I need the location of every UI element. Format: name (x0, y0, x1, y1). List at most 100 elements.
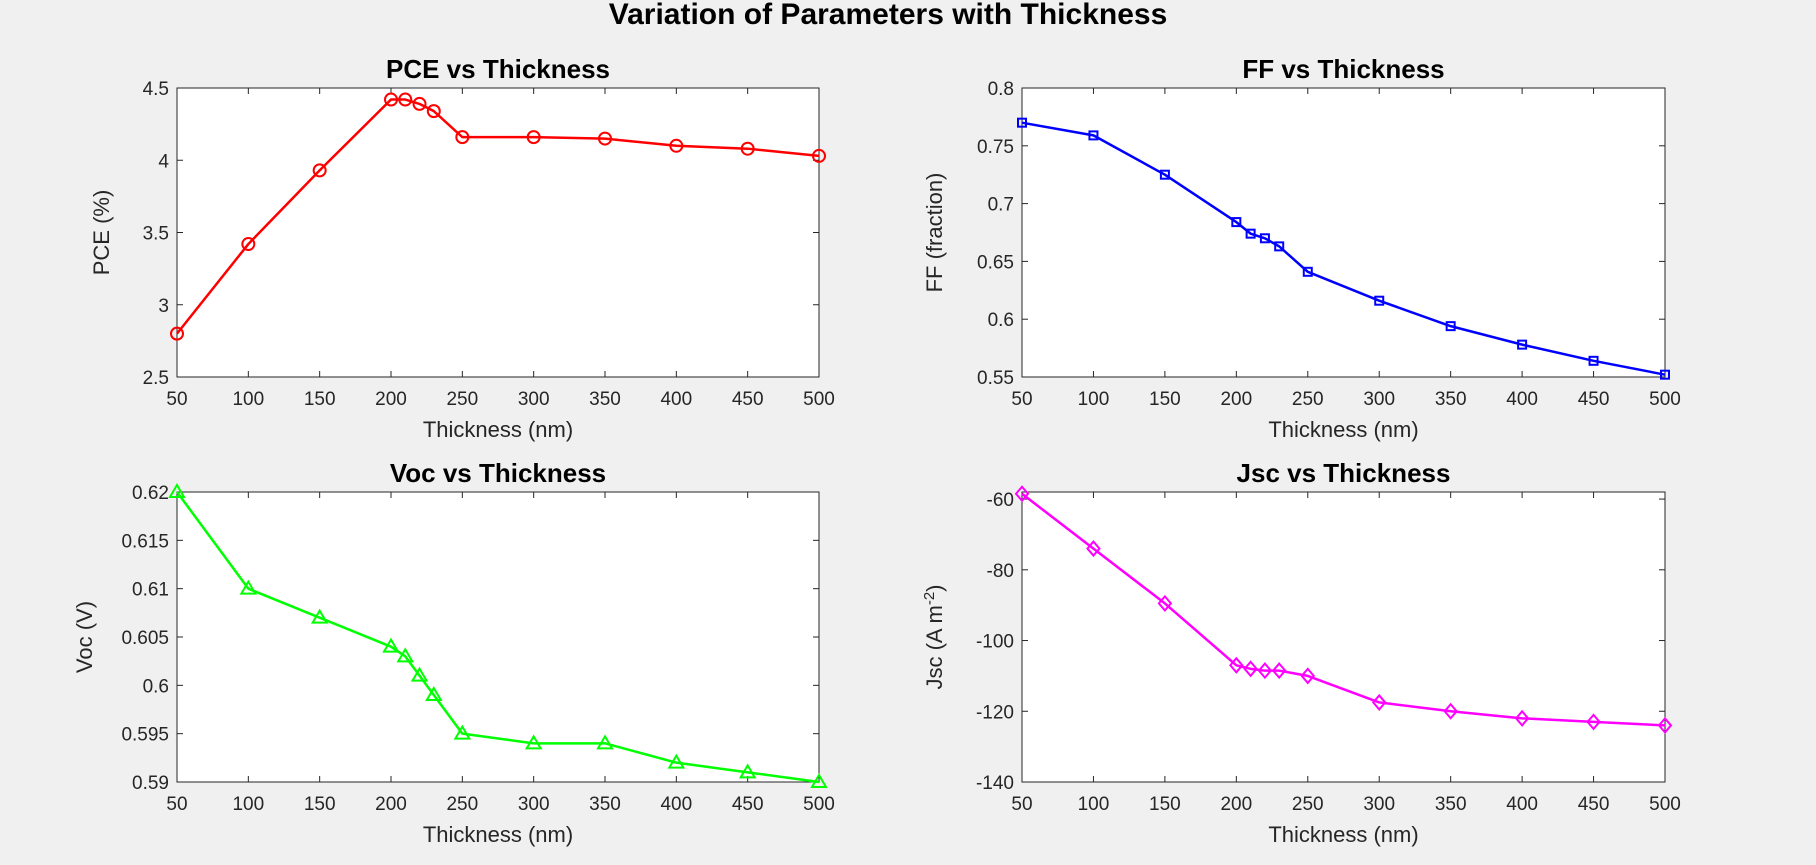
data-point-marker (1229, 656, 1244, 674)
x-tick-label: 300 (1363, 794, 1395, 815)
data-point-marker (524, 734, 543, 750)
data-point-marker (1259, 233, 1270, 244)
data-point-marker (453, 724, 472, 740)
data-point-marker (669, 138, 684, 153)
data-point-marker (1274, 241, 1285, 252)
data-point-marker (1588, 355, 1599, 366)
x-tick-label: 200 (1220, 389, 1252, 410)
data-point-marker (1257, 662, 1273, 680)
x-tick-label: 200 (375, 794, 407, 815)
y-tick-label: -140 (976, 773, 1014, 794)
x-tick-label: 50 (1011, 794, 1032, 815)
x-tick-label: 100 (232, 389, 264, 410)
y-tick-label: -80 (987, 561, 1014, 582)
data-point-marker (382, 637, 400, 653)
data-point-marker (1157, 594, 1173, 612)
axes-jsc: 50 100 150 200 250 300 350 400 450 500 -140 -120 -10… (921, 458, 1681, 847)
data-point-marker (410, 666, 429, 682)
x-tick-label: 450 (1578, 794, 1610, 815)
x-tick-label: 500 (1649, 389, 1681, 410)
y-tick-label: 0.615 (121, 531, 169, 552)
data-point-marker (455, 130, 470, 145)
x-tick-label: 250 (446, 794, 478, 815)
x-tick-label: 300 (518, 389, 550, 410)
data-point-marker (1017, 117, 1027, 128)
data-point-marker (1657, 716, 1673, 734)
axes-ff: 50 100 150 200 250 300 350 400 450 500 0.55 0.6 0.65… (922, 54, 1681, 442)
series-line (176, 98, 820, 335)
data-point-marker (425, 686, 443, 701)
y-tick-label: 0.59 (132, 773, 169, 794)
data-point-marker (1445, 321, 1456, 332)
data-point-marker (1231, 217, 1242, 228)
x-tick-label: 150 (304, 389, 336, 410)
data-point-marker (412, 96, 427, 111)
x-tick-label: 150 (1149, 389, 1181, 410)
data-point-marker (740, 141, 755, 156)
y-axis-label: FF (fraction) (922, 173, 947, 293)
x-tick-label: 450 (1578, 389, 1610, 410)
data-point-marker (426, 104, 441, 119)
y-tick-label: 4 (158, 151, 169, 172)
data-point-marker (1086, 540, 1101, 558)
data-point-marker (170, 326, 184, 341)
axes-frame (176, 87, 820, 378)
data-point-marker (239, 579, 258, 595)
y-axis-label: Voc (V) (72, 601, 97, 673)
y-axis-label-superscript: -2 (921, 592, 938, 605)
data-point-marker (396, 647, 415, 663)
y-tick-label: 0.8 (988, 79, 1014, 100)
x-tick-label: 400 (1506, 389, 1538, 410)
x-axis-label: Thickness (nm) (423, 822, 573, 847)
figure-title: Variation of Parameters with Thickness (609, 0, 1168, 31)
x-tick-label: 250 (1292, 794, 1324, 815)
y-tick-label: 0.62 (132, 483, 169, 504)
x-tick-label: 450 (732, 389, 764, 410)
y-tick-label: 0.75 (977, 137, 1014, 158)
data-point-marker (598, 131, 612, 146)
x-tick-label: 400 (1506, 794, 1538, 815)
x-tick-label: 450 (732, 794, 764, 815)
data-point-marker (1374, 295, 1385, 306)
x-tick-label: 350 (589, 794, 621, 815)
x-tick-label: 300 (518, 794, 550, 815)
data-point-marker (810, 773, 828, 788)
axes-title: PCE vs Thickness (386, 54, 610, 84)
x-axis-label: Thickness (nm) (1268, 417, 1418, 442)
data-point-marker (738, 763, 757, 779)
x-axis-label: Thickness (nm) (1268, 822, 1418, 847)
axes-frame (1021, 87, 1666, 378)
data-point-marker (1243, 660, 1258, 678)
data-point-marker (398, 92, 413, 107)
data-point-marker (310, 608, 329, 624)
data-point-marker (1371, 693, 1387, 711)
data-point-marker (168, 483, 186, 498)
data-point-marker (1660, 369, 1670, 380)
x-tick-label: 350 (589, 389, 621, 410)
y-tick-label: -100 (976, 632, 1014, 653)
y-tick-label: 0.595 (121, 725, 169, 746)
x-tick-label: 350 (1435, 794, 1467, 815)
x-tick-label: 250 (1292, 389, 1324, 410)
data-point-marker (1159, 169, 1170, 180)
y-tick-label: 2.5 (143, 368, 169, 389)
y-axis-label: PCE (%) (89, 190, 114, 276)
data-point-marker (667, 753, 686, 769)
x-tick-label: 150 (1149, 794, 1181, 815)
axes-title: FF vs Thickness (1242, 54, 1444, 84)
x-tick-label: 350 (1435, 389, 1467, 410)
y-tick-label: 0.55 (977, 368, 1014, 389)
y-tick-label: -60 (987, 490, 1014, 511)
axes-voc: 50 100 150 200 250 300 350 400 450 500 0.59 0.595 0.… (72, 458, 835, 847)
series-line (1021, 492, 1666, 727)
x-tick-label: 100 (1078, 794, 1110, 815)
data-point-marker (1245, 228, 1256, 239)
x-tick-label: 200 (375, 389, 407, 410)
data-point-marker (1586, 713, 1601, 731)
y-tick-label: 4.5 (143, 79, 169, 100)
y-axis-label-end: ) (922, 584, 947, 591)
data-point-marker (1302, 266, 1313, 277)
x-tick-label: 500 (803, 389, 835, 410)
x-tick-label: 300 (1363, 389, 1395, 410)
x-axis-label: Thickness (nm) (423, 417, 573, 442)
